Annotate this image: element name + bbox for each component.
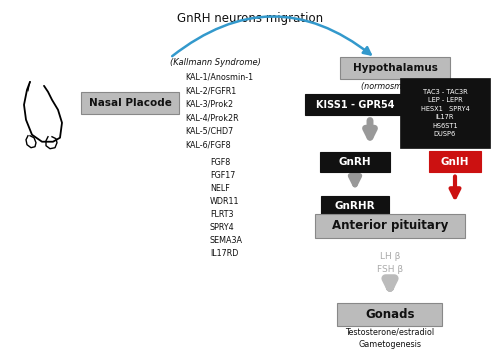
Text: IL17RD: IL17RD: [210, 248, 238, 257]
Text: GnRH neurons migration: GnRH neurons migration: [177, 12, 323, 25]
Text: GnRH: GnRH: [339, 157, 371, 167]
FancyBboxPatch shape: [340, 57, 450, 79]
Text: GnIH: GnIH: [441, 157, 469, 167]
Text: FGF8: FGF8: [210, 158, 230, 167]
Text: SPRY4: SPRY4: [210, 223, 234, 231]
FancyBboxPatch shape: [81, 92, 179, 114]
Text: WDR11: WDR11: [210, 197, 239, 206]
Text: KISS1 - GPR54: KISS1 - GPR54: [316, 100, 394, 110]
Text: GnRHR: GnRHR: [335, 201, 375, 211]
Text: Anterior pituitary: Anterior pituitary: [332, 219, 448, 232]
FancyBboxPatch shape: [400, 78, 490, 148]
Text: KAL-6/FGF8: KAL-6/FGF8: [185, 140, 230, 149]
FancyBboxPatch shape: [315, 214, 465, 237]
FancyBboxPatch shape: [429, 151, 481, 172]
FancyBboxPatch shape: [305, 94, 405, 115]
Text: KAL-4/Prok2R: KAL-4/Prok2R: [185, 113, 238, 122]
Text: KAL-5/CHD7: KAL-5/CHD7: [185, 127, 233, 136]
Text: FGF17: FGF17: [210, 171, 235, 180]
FancyBboxPatch shape: [320, 152, 390, 172]
Text: SEMA3A: SEMA3A: [210, 235, 243, 245]
Text: LH β
FSH β: LH β FSH β: [377, 252, 403, 274]
Text: FLRT3: FLRT3: [210, 209, 233, 219]
Text: KAL-2/FGFR1: KAL-2/FGFR1: [185, 86, 236, 95]
Text: KAL-1/Anosmin-1: KAL-1/Anosmin-1: [185, 73, 253, 82]
Text: Testosterone/estradiol
Gametogenesis: Testosterone/estradiol Gametogenesis: [345, 327, 434, 349]
FancyArrowPatch shape: [172, 16, 371, 56]
Text: (Kallmann Syndrome): (Kallmann Syndrome): [169, 58, 261, 67]
Text: (normosmic IHH): (normosmic IHH): [361, 82, 429, 91]
Text: Nasal Placode: Nasal Placode: [89, 98, 171, 108]
FancyBboxPatch shape: [338, 303, 442, 326]
Text: Hypothalamus: Hypothalamus: [353, 63, 437, 73]
Text: Gonads: Gonads: [365, 308, 415, 321]
Text: TAC3 - TAC3R
LEP - LEPR
HESX1   SPRY4
IL17R
HS6ST1
DUSP6: TAC3 - TAC3R LEP - LEPR HESX1 SPRY4 IL17…: [420, 88, 469, 137]
Text: NELF: NELF: [210, 184, 230, 193]
Text: KAL-3/Prok2: KAL-3/Prok2: [185, 100, 233, 109]
FancyBboxPatch shape: [321, 196, 389, 215]
